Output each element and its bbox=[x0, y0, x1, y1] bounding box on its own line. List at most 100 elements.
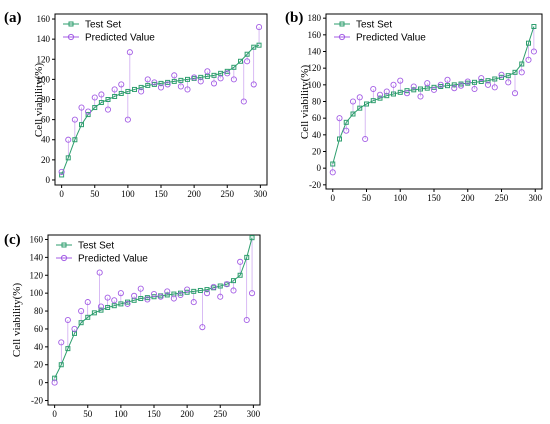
panel-b-test-set-point bbox=[330, 161, 336, 167]
panel-b-predicted-point bbox=[376, 91, 384, 98]
panel-b-predicted-point bbox=[343, 127, 350, 134]
panel-a-predicted-point bbox=[244, 58, 251, 65]
panel-c-predicted-point bbox=[217, 293, 224, 300]
panel-a-test-set-point bbox=[79, 122, 84, 128]
panel-b-predicted-point bbox=[370, 85, 377, 93]
panel-b-y-tick-label: 100 bbox=[308, 80, 322, 90]
panel-c-predicted-point bbox=[157, 293, 164, 300]
panel-a-predicted-point bbox=[111, 86, 118, 93]
panel-c-predicted-point bbox=[170, 295, 177, 302]
panel-c-test-set-point bbox=[78, 320, 84, 326]
panel-a-test-set-line bbox=[61, 44, 260, 176]
panel-b-test-set-point bbox=[451, 82, 457, 88]
panel-c-predicted-point bbox=[230, 287, 237, 294]
panel-b-predicted-point bbox=[511, 90, 519, 97]
panel-a-test-set-point bbox=[238, 58, 243, 64]
panel-b-test-set-point bbox=[377, 95, 383, 101]
panel-a-y-tick-label: 40 bbox=[41, 135, 51, 145]
panel-a-predicted-point bbox=[250, 81, 257, 88]
panel-b-legend-test-label: Test Set bbox=[356, 20, 392, 31]
panel-b-test-set-point bbox=[364, 101, 369, 107]
panel-c-y-axis-label: Cell viability(%) bbox=[11, 283, 23, 358]
panel-c-test-set-point bbox=[111, 303, 117, 309]
panel-c-test-set-point bbox=[164, 292, 170, 298]
panel-c-predicted-point bbox=[97, 303, 105, 310]
panel-a-test-set-point bbox=[138, 84, 144, 90]
panel-a-test-set-point bbox=[59, 172, 65, 178]
panel-c-y-tick-label: 20 bbox=[34, 360, 44, 370]
panel-a-legend-pred-label: Predicted Value bbox=[85, 33, 155, 44]
panel-c-y-tick-label: 100 bbox=[30, 288, 44, 298]
panel-b-test-set-point bbox=[472, 79, 477, 85]
panel-c-test-set-point bbox=[138, 296, 144, 302]
panel-a-test-set-point bbox=[185, 76, 190, 82]
panel-b-predicted-point bbox=[437, 81, 444, 88]
panel-c-test-set-point bbox=[197, 287, 203, 293]
panel-c-x-tick-label: 100 bbox=[114, 409, 128, 419]
panel-a-predicted-point bbox=[124, 116, 131, 123]
panel-b-predicted-point bbox=[349, 98, 357, 105]
panel-b-predicted-point bbox=[505, 79, 512, 86]
panel-b-y-tick-label: 160 bbox=[308, 30, 322, 40]
panel-c: (c) Cell viability(%) 0 50 100 150 200 250 300… bbox=[4, 232, 261, 419]
panel-a-legend-test-marker bbox=[68, 21, 74, 27]
panel-c-test-set-point bbox=[191, 288, 197, 294]
panel-b-y-tick-label: 180 bbox=[308, 13, 322, 23]
panel-a-x-tick-label: 50 bbox=[90, 189, 100, 199]
panel-c-predicted-point bbox=[223, 281, 230, 288]
panel-b-legend-pred-label: Predicted Value bbox=[356, 33, 426, 44]
panel-b-test-set-point bbox=[370, 98, 376, 104]
panel-c-predicted-point bbox=[177, 291, 184, 298]
panel-c-predicted-point bbox=[144, 296, 151, 303]
panel-a-predicted-point bbox=[58, 168, 65, 175]
panel-b-test-set-point bbox=[418, 86, 423, 92]
panel-b-predicted-point bbox=[530, 48, 537, 55]
panel-b-predicted-point bbox=[471, 85, 478, 93]
panel-a-test-set-point bbox=[244, 51, 250, 57]
panel-c-predicted-point bbox=[237, 258, 244, 265]
panel-c-test-set-point bbox=[204, 287, 210, 293]
panel-c-predicted-point bbox=[150, 291, 158, 298]
panel-c-test-set-point bbox=[65, 346, 71, 352]
panel-c-predicted-point bbox=[58, 339, 65, 346]
panel-b-test-set-point bbox=[391, 91, 396, 97]
panel-c-test-set-point bbox=[244, 254, 250, 260]
panel-a-x-tick-label: 100 bbox=[121, 189, 135, 199]
panel-b-x-tick-label: 50 bbox=[362, 193, 372, 203]
panel-a-predicted-point bbox=[151, 79, 158, 86]
panel-b-test-set-point bbox=[445, 83, 450, 89]
panel-b-y-tick-label: 60 bbox=[312, 113, 322, 123]
panel-a-test-set-point bbox=[132, 86, 137, 92]
panel-c-legend-test-marker bbox=[61, 242, 67, 248]
panel-b-y-tick-label: 80 bbox=[312, 97, 322, 107]
panel-c-y-tick-label: 120 bbox=[30, 270, 44, 280]
panel-b-test-set-point bbox=[343, 119, 349, 125]
panel-a-x-tick-label: 250 bbox=[221, 189, 235, 199]
panel-b-y-tick-label: -20 bbox=[309, 180, 321, 190]
panel-b-legend-pred-marker bbox=[338, 33, 346, 41]
panel-c-test-set-point bbox=[217, 283, 223, 289]
panel-c-predicted-point bbox=[243, 316, 250, 324]
panel-a-predicted-point bbox=[126, 49, 133, 56]
panel-b-x-tick-label: 200 bbox=[461, 193, 475, 203]
panel-b-test-set-point bbox=[404, 88, 410, 94]
panel-c-test-set-point bbox=[105, 304, 111, 310]
panel-b-predicted-point bbox=[362, 135, 369, 143]
panel-b-predicted-point bbox=[403, 90, 411, 97]
panel-c-legend-pred-marker bbox=[60, 254, 68, 262]
panel-c-y-tick-label: 40 bbox=[34, 342, 44, 352]
panel-b-test-set-point bbox=[350, 111, 356, 117]
panel-c-y-tick-label: 140 bbox=[30, 252, 44, 262]
panel-a-test-set-point bbox=[105, 97, 111, 102]
panel-a-test-set-point bbox=[118, 90, 124, 96]
panel-c-y-tick-label: 160 bbox=[30, 234, 44, 244]
panel-a-test-set-point bbox=[231, 64, 237, 70]
panel-a-y-tick-label: 120 bbox=[37, 54, 51, 64]
panel-b-x-tick-label: 100 bbox=[394, 193, 408, 203]
panel-c-test-set-point bbox=[184, 289, 190, 295]
panel-a-test-set-point bbox=[211, 72, 217, 78]
panel-b-predicted-point bbox=[410, 83, 417, 90]
panel-c-predicted-point bbox=[78, 308, 85, 315]
panel-a-x-tick-label: 200 bbox=[187, 189, 201, 199]
panel-b-predicted-point bbox=[417, 93, 424, 100]
